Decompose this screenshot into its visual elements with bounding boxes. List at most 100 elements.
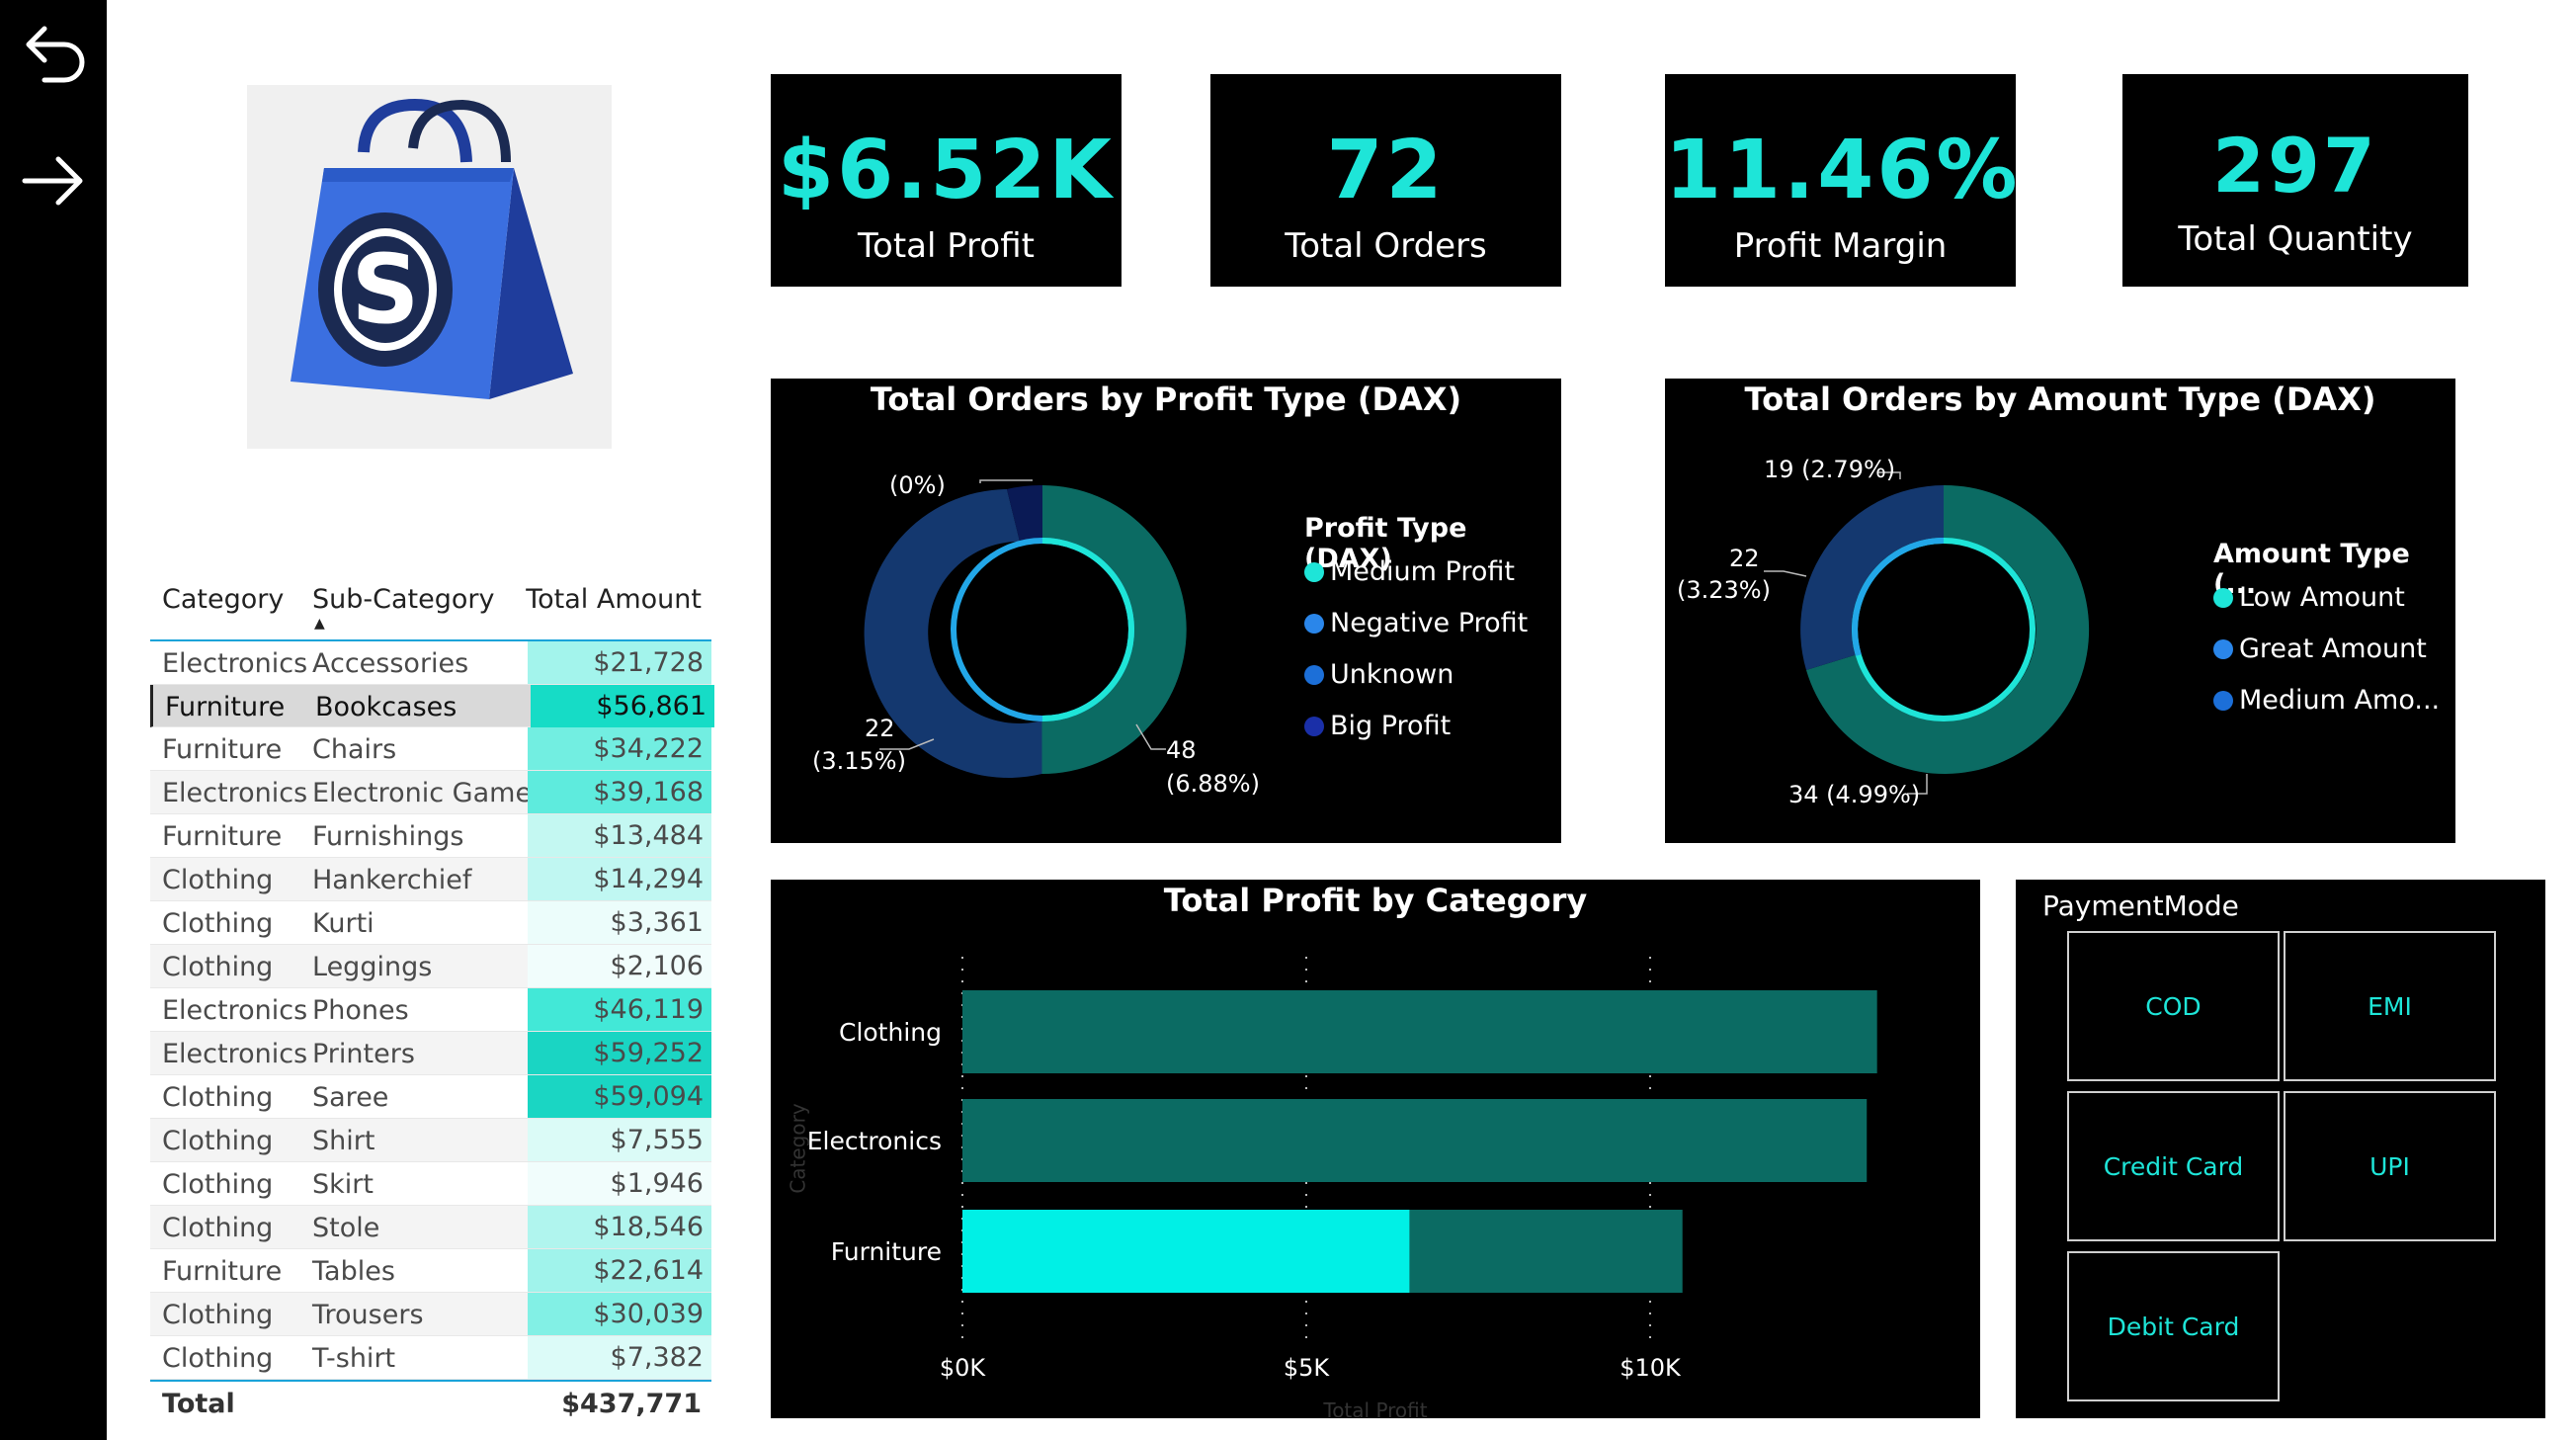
cell-total-amount: $13,484 [528,814,711,857]
table-row[interactable]: Electronics Phones $46,119 [150,988,711,1032]
total-value: $437,771 [561,1389,702,1419]
donut-segment-low-amount [1806,484,2090,774]
column-header-subcategory[interactable]: Sub-Category [312,584,495,615]
cell-subcategory: T-shirt [312,1343,396,1374]
cell-category: Furniture [162,821,283,852]
kpi-value: 11.46% [1665,124,2021,217]
payment-mode-slicer: PaymentMode COD EMI Credit Card UPI Debi… [2016,880,2545,1418]
table-row[interactable]: Electronics Accessories $21,728 [150,641,711,685]
kpi-total-quantity: 297 Total Quantity [2122,74,2468,287]
cell-subcategory: Accessories [312,648,469,679]
legend-item-unknown[interactable]: Unknown [1304,659,1454,690]
payment-option-credit-card[interactable]: Credit Card [2067,1091,2280,1241]
table-row[interactable]: Furniture Furnishings $13,484 [150,814,711,858]
cell-category: Clothing [162,1126,274,1156]
cell-total-amount: $39,168 [528,771,711,813]
cell-subcategory: Furnishings [312,821,464,852]
donut-segment-big-profit [1007,484,1042,542]
donut-profit-type-panel: Total Orders by Profit Type (DAX) (0%) 2… [771,379,1561,843]
cell-total-amount: $30,039 [528,1293,711,1335]
cell-subcategory: Saree [312,1082,389,1113]
table-row[interactable]: Clothing Kurti $3,361 [150,901,711,945]
cell-total-amount: $46,119 [528,988,711,1031]
cell-category: Furniture [162,734,283,765]
cell-total-amount: $1,946 [528,1162,711,1205]
subcategory-table: Category Sub-Category ▲ Total Amount Ele… [150,578,714,1429]
payment-option-debit-card[interactable]: Debit Card [2067,1251,2280,1401]
payment-option-emi[interactable]: EMI [2284,931,2496,1081]
bar-highlight-furniture[interactable] [962,1210,1410,1293]
logo-letter: S [351,234,419,345]
x-tick-label: $0K [940,1354,987,1382]
cell-subcategory: Skirt [312,1169,374,1200]
data-label: 48 [1166,736,1197,764]
x-tick-label: $10K [1620,1354,1682,1382]
cell-total-amount: $7,382 [528,1336,711,1379]
bar-clothing[interactable] [962,990,1877,1073]
table-row[interactable]: Clothing Skirt $1,946 [150,1162,711,1206]
cell-subcategory: Stole [312,1213,380,1243]
cell-category: Clothing [162,952,274,982]
navigation-bar [0,0,107,1440]
cell-category: Furniture [165,692,286,722]
cell-category: Electronics [162,1039,308,1069]
payment-option-cod[interactable]: COD [2067,931,2280,1081]
cell-subcategory: Electronic Games [312,778,546,808]
table-row[interactable]: Clothing T-shirt $7,382 [150,1336,711,1380]
table-total-row: Total $437,771 [150,1380,711,1429]
cell-category: Electronics [162,995,308,1026]
legend-item-medium-amount[interactable]: Medium Amo... [2213,685,2440,716]
table-row[interactable]: Clothing Stole $18,546 [150,1206,711,1249]
legend-item-medium-profit[interactable]: Medium Profit [1304,556,1515,587]
data-label: 19 (2.79%) [1764,456,1896,483]
donut-segment-great-amount [1800,485,1944,670]
back-arrow-icon[interactable] [10,8,99,97]
data-label: (0%) [889,471,946,499]
column-header-total-amount[interactable]: Total Amount [526,584,702,615]
payment-option-upi[interactable]: UPI [2284,1091,2496,1241]
bar-chart-svg: $0K $5K $10K Clothing Electronics Furniture [807,957,1877,1382]
kpi-total-orders: 72 Total Orders [1210,74,1561,287]
legend-item-low-amount[interactable]: Low Amount [2213,582,2405,613]
donut-amount-type-chart [1764,471,2090,795]
kpi-value: 297 [2212,122,2378,210]
store-logo: S [247,85,612,449]
cell-category: Electronics [162,778,308,808]
kpi-label: Total Quantity [2178,219,2413,259]
cell-category: Clothing [162,908,274,939]
y-axis-title: Category [786,1103,810,1194]
cell-total-amount: $59,252 [528,1032,711,1074]
cell-category: Electronics [162,648,308,679]
legend-item-big-profit[interactable]: Big Profit [1304,711,1451,741]
table-row[interactable]: Clothing Hankerchief $14,294 [150,858,711,901]
cell-category: Clothing [162,1213,274,1243]
table-row[interactable]: Clothing Trousers $30,039 [150,1293,711,1336]
data-label: 22 [865,715,895,742]
y-tick-label: Furniture [831,1237,942,1266]
cell-total-amount: $34,222 [528,727,711,770]
cell-subcategory: Printers [312,1039,415,1069]
table-row[interactable]: Electronics Printers $59,252 [150,1032,711,1075]
donut-segment-negative-profit [864,489,1042,778]
table-row[interactable]: Furniture Tables $22,614 [150,1249,711,1293]
cell-total-amount: $3,361 [528,901,711,944]
table-row[interactable]: Clothing Saree $59,094 [150,1075,711,1119]
cell-subcategory: Leggings [312,952,433,982]
legend-item-great-amount[interactable]: Great Amount [2213,634,2427,664]
bar-electronics[interactable] [962,1099,1868,1182]
table-row[interactable]: Furniture Bookcases $56,861 [150,685,714,727]
x-tick-label: $5K [1284,1354,1331,1382]
table-row[interactable]: Clothing Shirt $7,555 [150,1119,711,1162]
cell-category: Clothing [162,865,274,895]
donut-profit-type-chart [864,479,1187,778]
table-row[interactable]: Furniture Chairs $34,222 [150,727,711,771]
cell-subcategory: Trousers [312,1300,424,1330]
forward-arrow-icon[interactable] [10,136,99,225]
table-row[interactable]: Electronics Electronic Games $39,168 [150,771,711,814]
data-label: 22 [1729,545,1760,572]
table-row[interactable]: Clothing Leggings $2,106 [150,945,711,988]
legend-item-negative-profit[interactable]: Negative Profit [1304,608,1528,638]
column-header-category[interactable]: Category [162,584,285,615]
cell-total-amount: $59,094 [528,1075,711,1118]
cell-total-amount: $18,546 [528,1206,711,1248]
